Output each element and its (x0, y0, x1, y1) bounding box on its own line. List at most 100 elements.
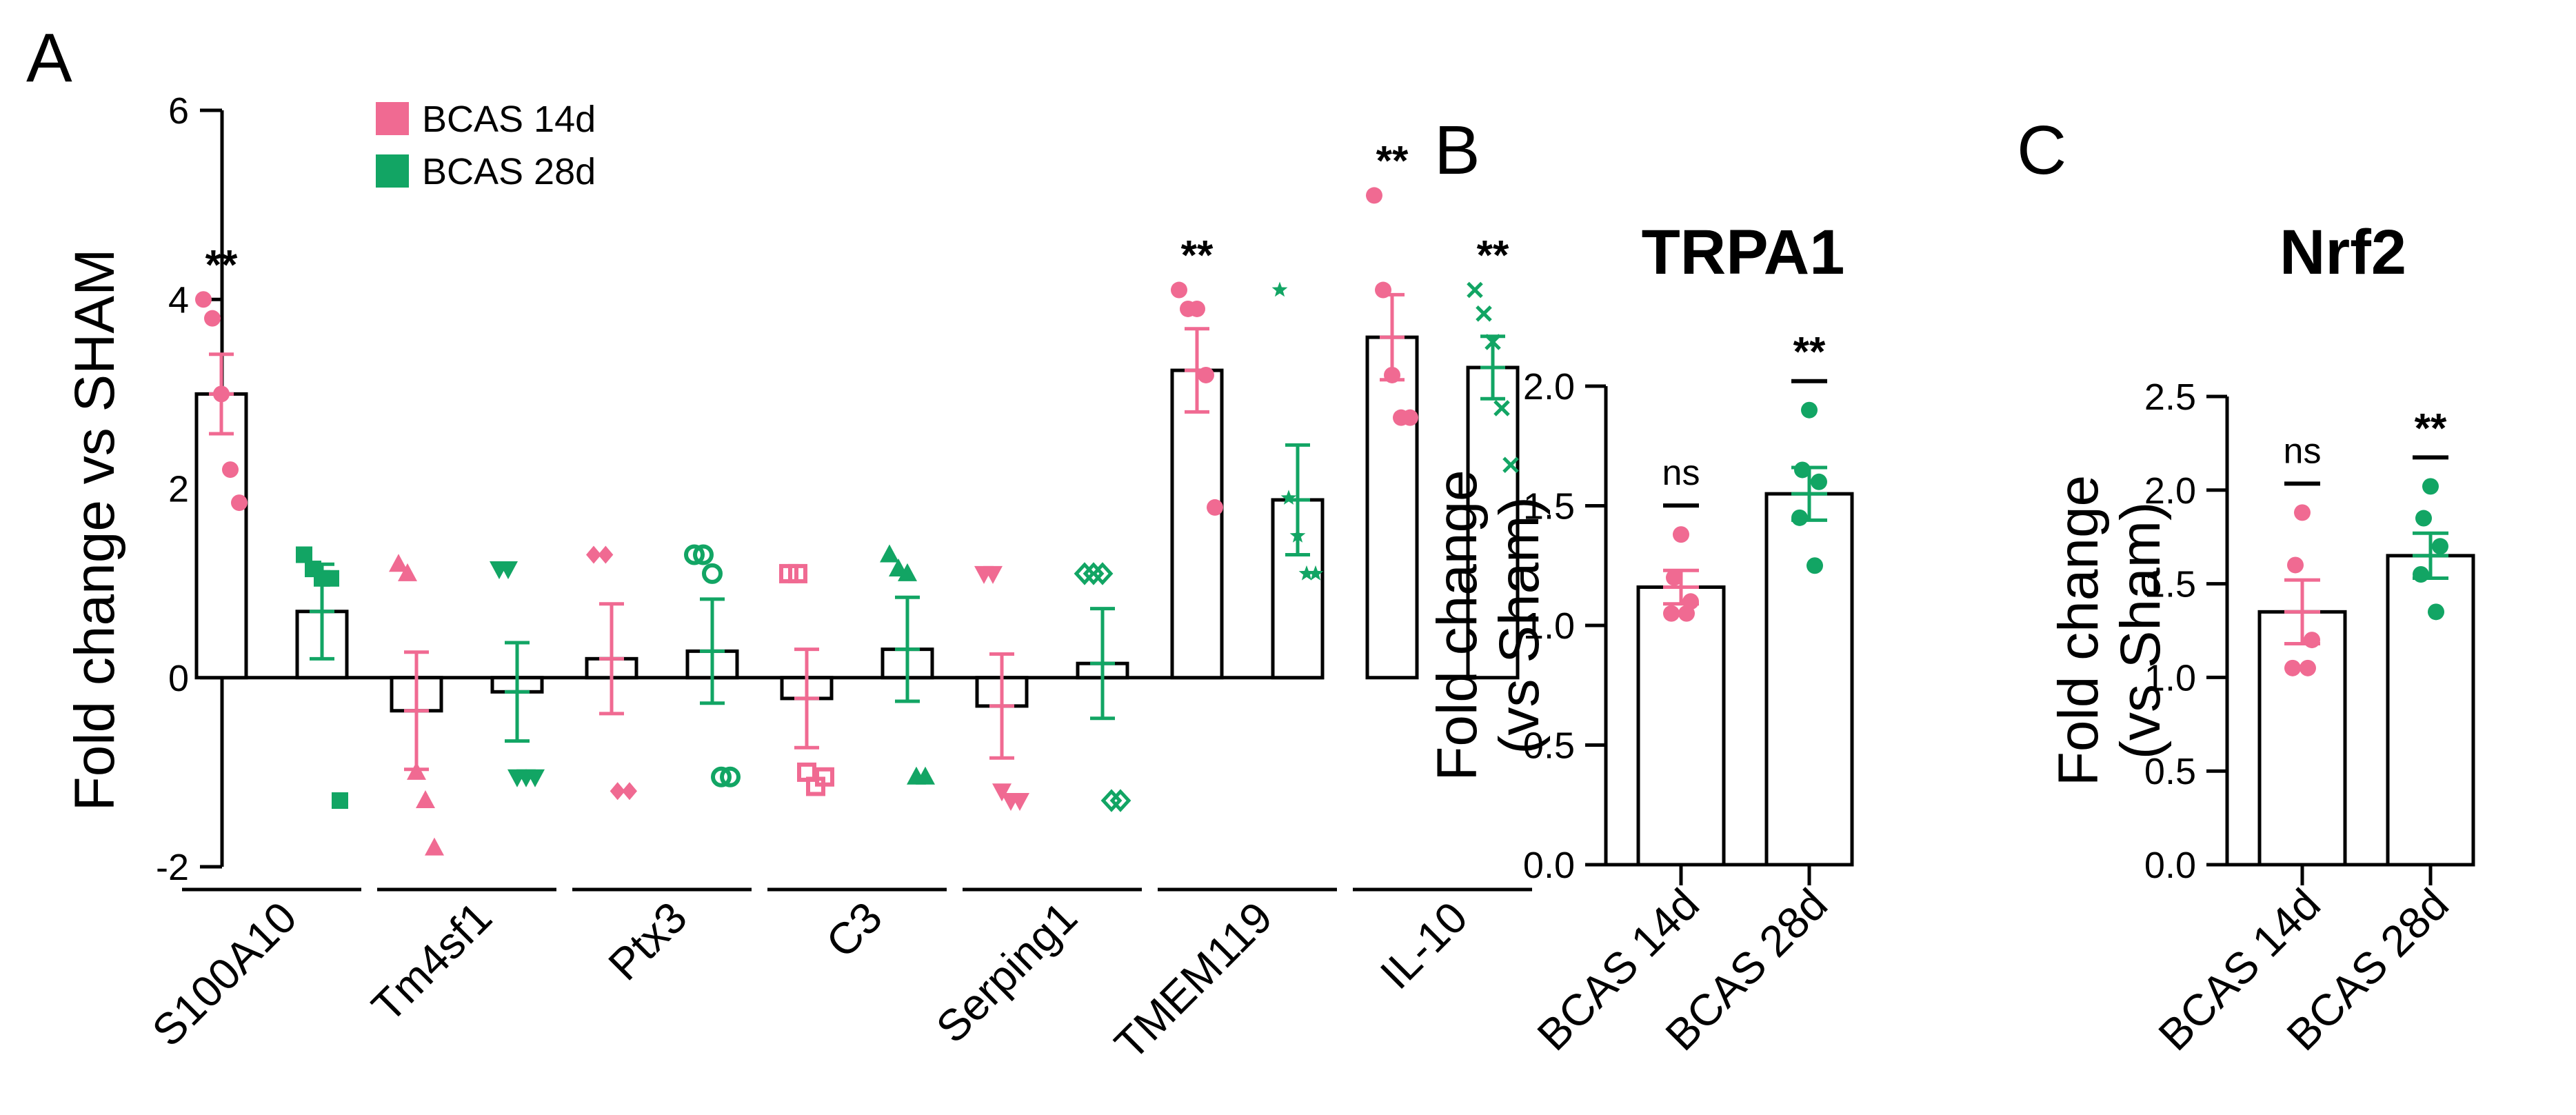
y-tick-label-c-3: 1.5 (2144, 564, 2196, 605)
panel-label-b: B (1434, 112, 1480, 189)
point-a-5-0-2 (1189, 300, 1205, 317)
y-axis-label-a: Fold change vs SHAM (63, 249, 126, 812)
y-tick-label-b-4: 2.0 (1523, 366, 1575, 408)
legend-label-1: BCAS 28d (422, 151, 596, 192)
point-c-0-4 (2300, 659, 2316, 676)
sig-a-5-0: ** (1181, 232, 1214, 279)
y-tick-label-a-1: 0 (168, 658, 189, 699)
y-axis-label-c-0: Fold change (2047, 475, 2110, 786)
bar-a-0-0 (194, 392, 248, 680)
y-tick-label-a-0: -2 (156, 847, 189, 888)
x-tick-label-a-1: Tm4sf1 (362, 892, 501, 1032)
point-a-0-1-3 (323, 570, 339, 587)
y-tick-label-a-3: 4 (168, 279, 189, 321)
bar-a-5-0 (1170, 368, 1224, 680)
bar-a-5-1 (1271, 498, 1325, 680)
sig-c-0: ns (2284, 431, 2322, 471)
y-axis-label-b-1: (vs Sham) (1488, 496, 1551, 754)
chart-title-b: TRPA1 (1642, 217, 1845, 288)
x-tick-label-a-4: Serping1 (927, 892, 1087, 1052)
point-a-4-0-2 (992, 783, 1012, 802)
point-b-1-4 (1807, 557, 1823, 574)
y-tick-label-a-2: 2 (168, 469, 189, 510)
point-a-5-0-4 (1207, 499, 1223, 516)
panel-label-c: C (2017, 112, 2066, 189)
y-tick-label-c-0: 0.0 (2144, 845, 2196, 886)
legend-label-0: BCAS 14d (422, 99, 596, 140)
panel-a: A -2 0 2 4 6 Fold change vs SHAM BCAS 14d BCAS 2… (26, 19, 1532, 1069)
point-c-1-3 (2413, 566, 2429, 583)
panel-label-a: A (26, 19, 72, 97)
legend-swatch-0 (376, 102, 409, 135)
point-a-3-1-4 (916, 766, 935, 785)
x-tick-label-a-6: IL-10 (1371, 892, 1477, 998)
point-a-2-0-0 (586, 545, 601, 564)
point-c-1-1 (2415, 510, 2432, 527)
point-a-5-0-0 (1171, 281, 1187, 299)
bar-c-0 (2257, 610, 2347, 867)
point-b-0-1 (1666, 569, 1682, 586)
y-tick-label-c-5: 2.5 (2144, 376, 2196, 418)
point-a-2-1-4 (720, 766, 741, 787)
x-tick-label-a-2: Ptx3 (598, 892, 696, 990)
point-a-5-1-4 (1307, 565, 1324, 581)
sig-a-6-1: ** (1477, 232, 1509, 279)
point-a-3-0-4 (815, 767, 834, 787)
point-a-4-0-4 (1010, 793, 1029, 812)
point-a-1-0-1 (398, 563, 417, 581)
point-a-5-1-0 (1271, 281, 1288, 297)
point-a-0-0-3 (222, 461, 239, 479)
point-a-3-1-0 (880, 544, 899, 563)
point-a-6-0-0 (1366, 187, 1382, 204)
panel-c: C Nrf2 0.0 0.5 1.0 1.5 2.0 2.5 Fold change (vs Sh… (2017, 112, 2475, 1060)
bar-b-0 (1636, 585, 1726, 867)
x-tick-label-a-0: S100A10 (143, 892, 306, 1056)
bar-c-1 (2386, 554, 2475, 867)
legend-swatch-1 (376, 154, 409, 188)
y-tick-label-a-4: 6 (168, 90, 189, 132)
point-b-1-2 (1811, 473, 1827, 490)
point-a-6-1-1 (1476, 305, 1492, 322)
point-a-2-0-3 (622, 782, 637, 801)
sig-b-1: ** (1793, 329, 1826, 375)
point-b-1-3 (1791, 509, 1808, 526)
point-b-0-0 (1673, 526, 1689, 543)
point-a-2-0-1 (598, 545, 614, 564)
point-a-1-1-4 (525, 769, 545, 787)
bar-a-6-0 (1365, 335, 1419, 680)
point-a-1-1-1 (499, 561, 518, 580)
point-a-2-1-2 (702, 563, 723, 584)
y-tick-label-c-2: 1.0 (2144, 657, 2196, 699)
x-tick-label-a-5: TMEM119 (1105, 892, 1282, 1069)
y-tick-label-b-3: 1.5 (1523, 486, 1575, 528)
point-c-0-2 (2304, 632, 2320, 649)
point-a-6-1-0 (1467, 281, 1483, 299)
point-b-0-4 (1678, 605, 1695, 622)
point-a-1-0-4 (425, 837, 444, 856)
point-a-5-1-3 (1298, 565, 1315, 581)
y-axis-label-b-0: Fold change (1426, 470, 1489, 781)
point-a-0-1-0 (296, 546, 312, 563)
y-tick-label-b-2: 1.0 (1523, 605, 1575, 647)
point-b-1-1 (1794, 461, 1811, 479)
y-axis-label-c-1: (vs Sham) (2109, 502, 2172, 760)
point-a-2-0-2 (610, 782, 625, 801)
point-a-0-0-1 (204, 310, 221, 327)
point-c-1-0 (2422, 478, 2439, 495)
sig-a-6-0: ** (1376, 137, 1409, 183)
point-b-1-0 (1801, 401, 1818, 419)
bar-b-1 (1764, 492, 1854, 867)
point-c-0-3 (2284, 659, 2301, 676)
sig-a-0-0: ** (205, 241, 238, 288)
point-a-6-1-3 (1493, 400, 1510, 416)
point-a-4-0-1 (983, 565, 1003, 584)
x-tick-label-a-3: C3 (816, 892, 892, 967)
point-c-0-0 (2294, 504, 2311, 521)
sig-b-0: ns (1662, 453, 1700, 493)
point-c-1-4 (2428, 603, 2444, 621)
point-a-3-1-2 (898, 563, 917, 581)
point-a-2-1-3 (711, 766, 732, 787)
y-tick-label-b-1: 0.5 (1523, 725, 1575, 767)
point-a-4-1-2 (1091, 562, 1114, 585)
